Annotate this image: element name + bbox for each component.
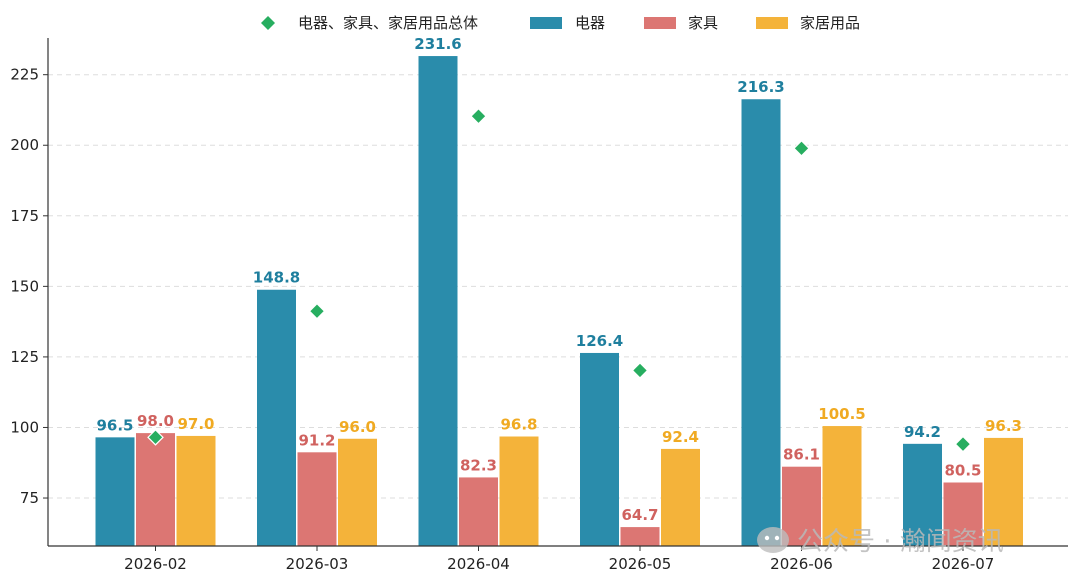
bar-value-label: 97.0: [177, 415, 214, 433]
bar-电器-2026-02: [95, 437, 135, 546]
bar-value-label: 98.0: [137, 412, 174, 430]
x-tick-label: 2026-05: [609, 555, 672, 573]
total-marker-2026-05: [631, 362, 649, 379]
bar-电器-2026-03: [257, 289, 296, 546]
legend-label: 家具: [688, 14, 718, 32]
bar-value-label: 216.3: [737, 78, 784, 96]
bar-家具-2026-02: [136, 433, 175, 546]
bar-家具-2026-03: [297, 452, 337, 546]
x-tick-label: 2026-04: [447, 555, 510, 573]
bar-电器-2026-05: [580, 352, 619, 546]
bar-value-label: 126.4: [576, 332, 623, 350]
total-marker-2026-02: [147, 428, 164, 446]
bar-家具-2026-06: [782, 466, 821, 546]
legend-label: 电器: [575, 14, 605, 32]
x-tick-label: 2026-02: [124, 555, 187, 573]
axes: 75 100 125 150 175 200 225 2026-02 2026-03 2026-0…: [10, 38, 1068, 573]
watermark-text: 公众号 · 瀚闻资讯: [797, 527, 1004, 557]
total-markers: [147, 107, 972, 453]
y-tick-label: 225: [10, 66, 39, 84]
bar-value-label: 148.8: [253, 269, 300, 287]
y-tick-label: 75: [20, 489, 39, 507]
bar-家居用品-2026-04: [499, 436, 539, 546]
wechat-icon: [757, 527, 789, 553]
bar-value-label: 94.2: [904, 423, 941, 441]
wechat-icon-eye: [774, 535, 780, 541]
bar-value-label: 96.5: [96, 416, 133, 434]
x-tick-label: 2026-03: [286, 555, 349, 573]
legend-swatch-电器: [530, 17, 562, 29]
bar-value-label: 231.6: [414, 35, 461, 53]
watermark: 公众号 · 瀚闻资讯: [757, 527, 1004, 557]
bar-value-label: 96.0: [339, 418, 376, 436]
bar-value-label: 92.4: [662, 428, 699, 446]
bar-value-label: 96.8: [500, 415, 537, 433]
bar-家具-2026-05: [620, 527, 660, 546]
bar-家居用品-2026-06: [822, 426, 862, 546]
total-marker-2026-03: [308, 302, 326, 320]
y-tick-label: 200: [10, 136, 39, 154]
bar-家具-2026-07: [943, 482, 983, 546]
bar-value-label: 82.3: [460, 456, 497, 474]
x-tick-label: 2026-06: [770, 555, 833, 573]
bar-电器-2026-04: [418, 56, 458, 546]
bars: [95, 56, 1023, 547]
legend-marker-total: [261, 16, 275, 30]
bar-value-label: 86.1: [783, 446, 820, 464]
wechat-icon-eye: [764, 535, 770, 541]
y-tick-label: 125: [10, 348, 39, 366]
x-tick-label: 2026-07: [932, 555, 995, 573]
bar-家居用品-2026-02: [176, 435, 216, 546]
y-tick-label: 150: [10, 277, 39, 295]
bar-value-label: 91.2: [298, 431, 335, 449]
total-marker-2026-07: [954, 435, 972, 453]
grid-lines: [48, 74, 1068, 499]
legend-label: 电器、家具、家居用品总体: [298, 14, 478, 32]
bar-value-label: 80.5: [944, 462, 981, 480]
bar-家居用品-2026-07: [984, 437, 1023, 546]
legend-swatch-家居用品: [756, 17, 788, 29]
bar-电器-2026-07: [903, 443, 942, 546]
legend-swatch-家具: [644, 17, 676, 29]
bar-家居用品-2026-05: [661, 448, 700, 546]
bar-value-label: 96.3: [985, 417, 1022, 435]
data-labels: 96.5 148.8 231.6 126.4 216.3 94.2 98.0 91.2 82.3…: [96, 35, 1022, 524]
y-tick-label: 100: [10, 418, 39, 436]
legend-label: 家居用品: [800, 14, 860, 32]
bar-value-label: 100.5: [818, 405, 865, 423]
y-tick-label: 175: [10, 207, 39, 225]
bar-电器-2026-06: [741, 99, 781, 547]
total-marker-2026-06: [793, 140, 810, 157]
bar-家具-2026-04: [459, 477, 498, 546]
bar-家居用品-2026-03: [338, 438, 377, 546]
total-marker-2026-04: [470, 107, 487, 125]
legend: 电器、家具、家居用品总体 电器 家具 家居用品: [261, 14, 860, 32]
bar-value-label: 64.7: [621, 506, 658, 524]
